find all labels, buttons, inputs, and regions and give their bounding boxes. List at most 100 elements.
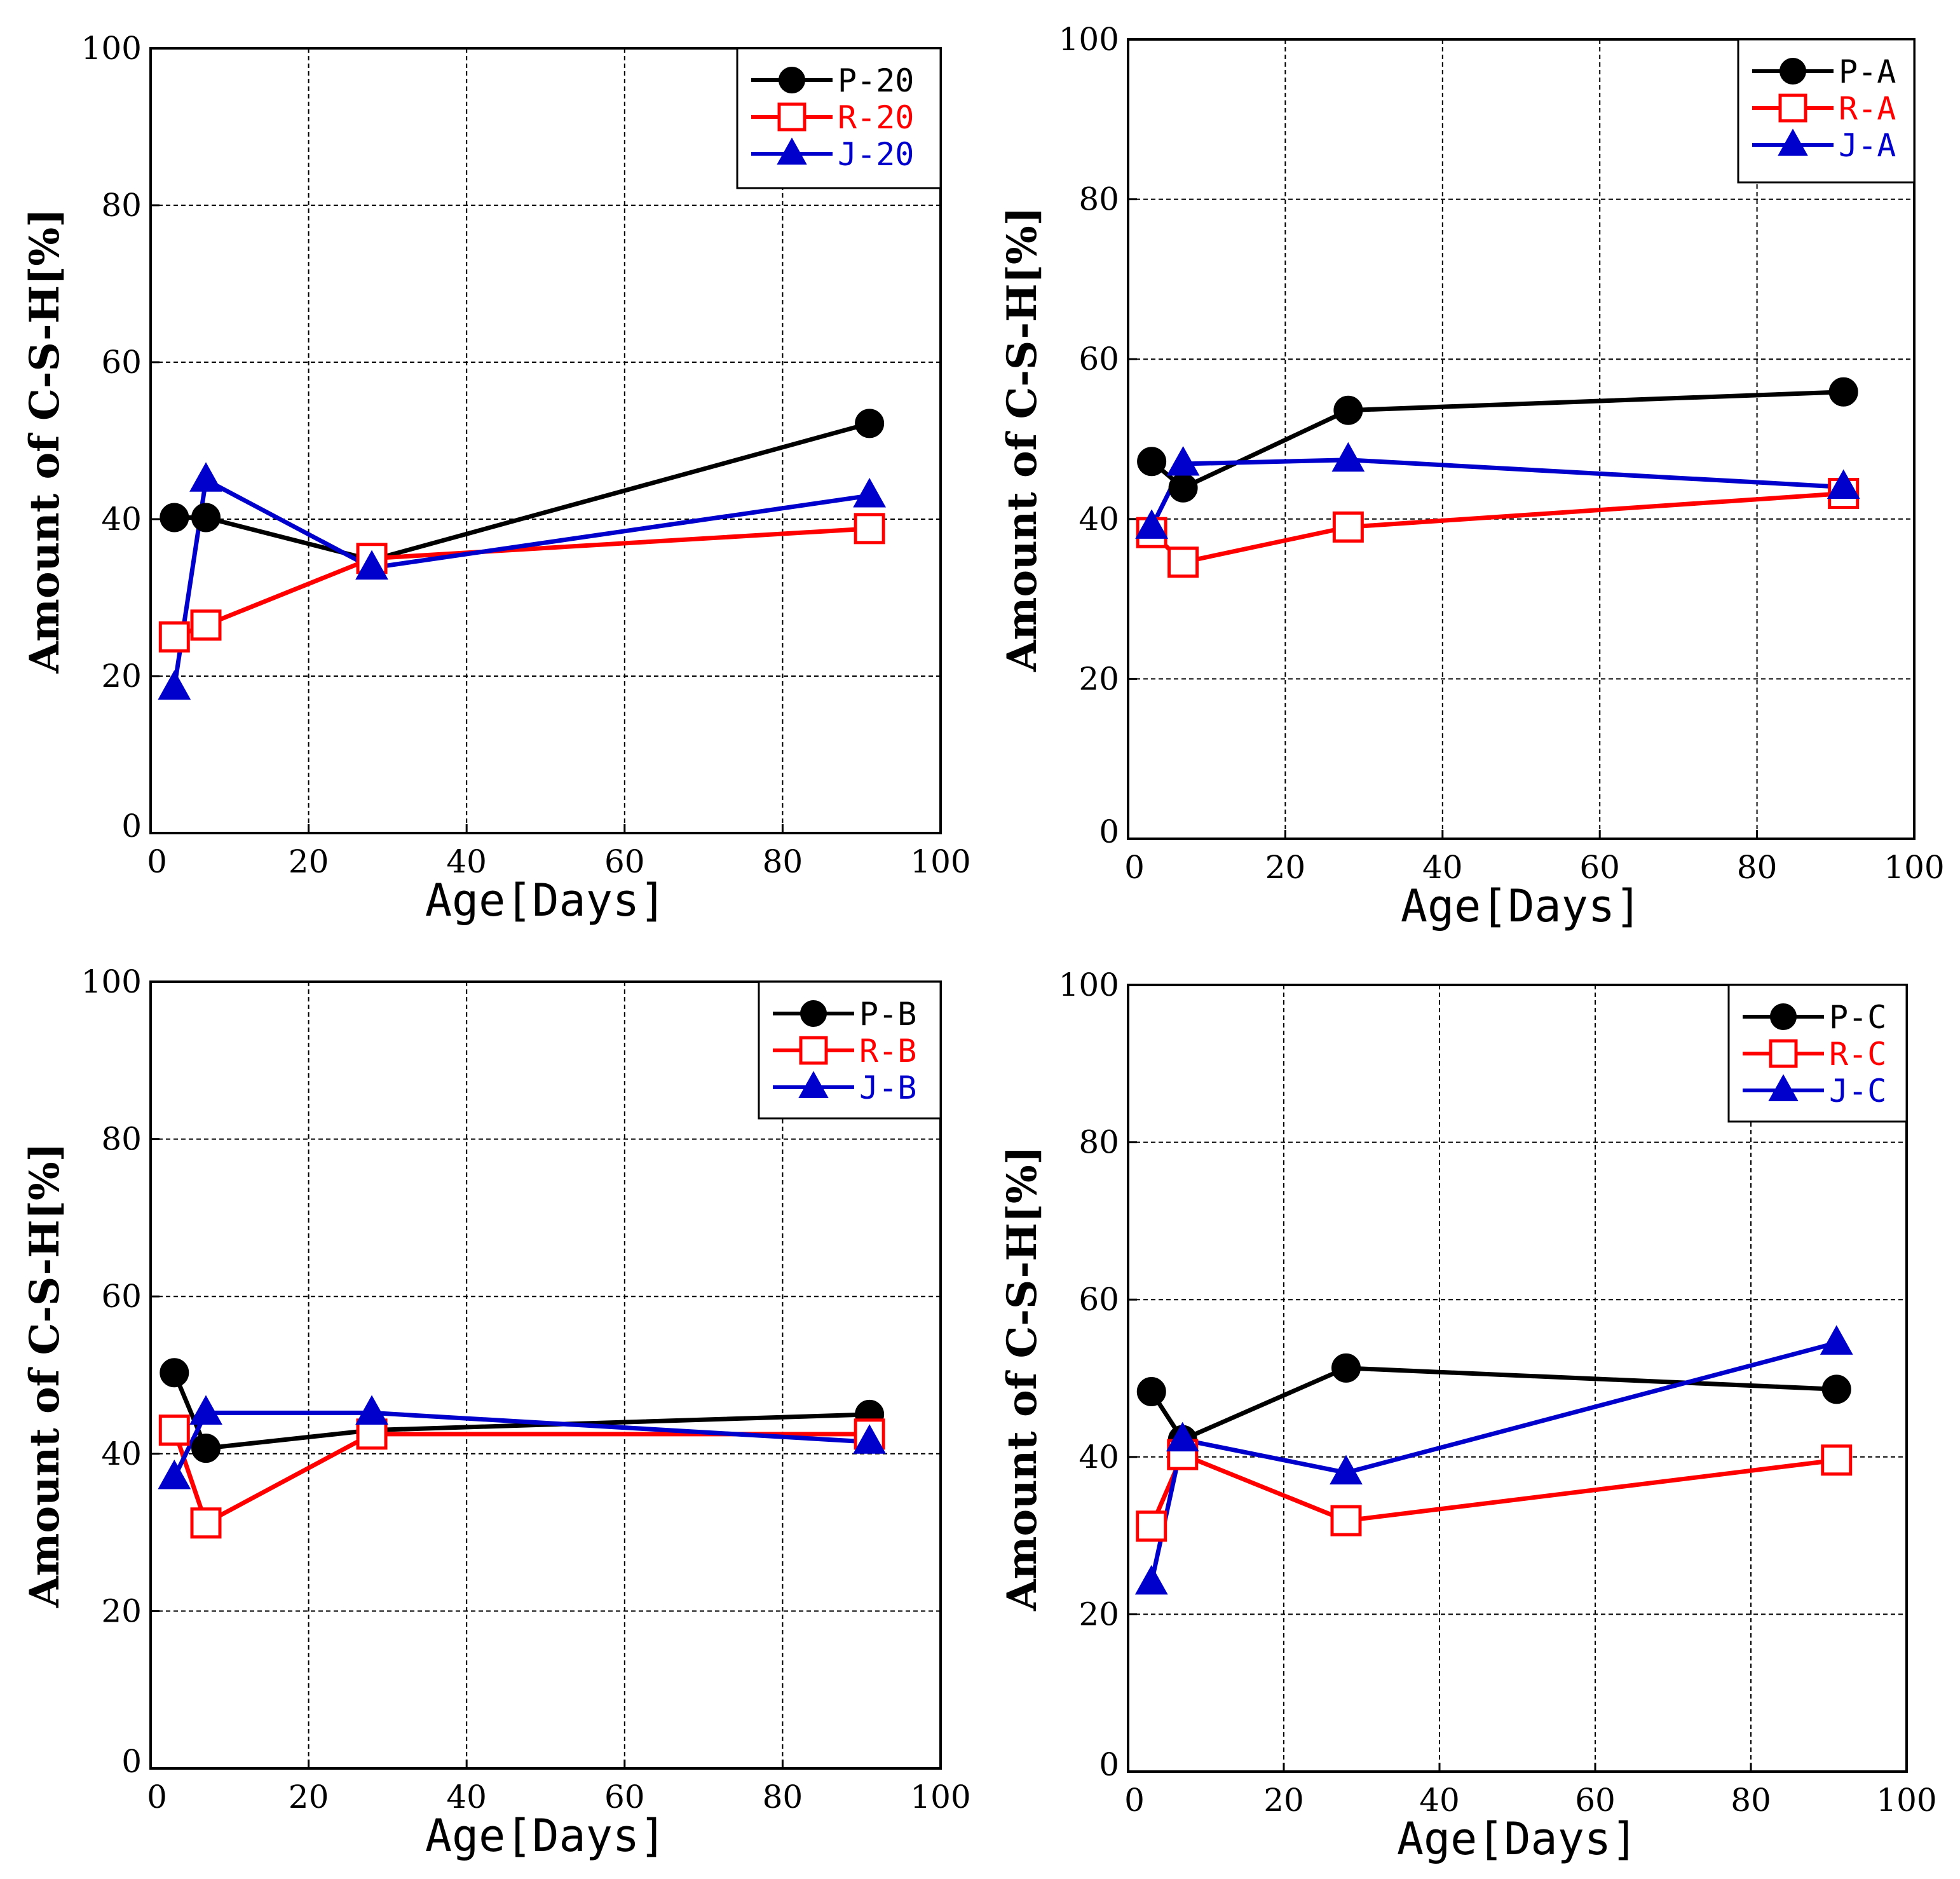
x-axis-label: Age[Days] bbox=[425, 874, 666, 926]
y-tick-label: 40 bbox=[1079, 1439, 1119, 1475]
data-point-j-b bbox=[189, 1395, 222, 1425]
legend-label: R-20 bbox=[838, 99, 914, 136]
x-tick-label: 0 bbox=[1124, 849, 1145, 886]
y-tick-label: 20 bbox=[1079, 660, 1119, 697]
legend-marker-r-a bbox=[1778, 93, 1807, 123]
data-point-p-a bbox=[1333, 395, 1363, 425]
data-point-r-20 bbox=[854, 513, 885, 545]
chart-panel-2: 0 20 40 60 80 100 0 20 40 60 80 100 Age[Days] Amount … bbox=[998, 21, 1945, 932]
data-point-j-a bbox=[1827, 469, 1860, 499]
y-tick-label: 60 bbox=[1079, 1281, 1119, 1318]
legend-marker-p-b bbox=[800, 1000, 827, 1027]
legend-label: J-20 bbox=[838, 136, 914, 173]
data-point-p-a bbox=[1168, 473, 1198, 503]
data-point-r-20 bbox=[158, 621, 190, 653]
data-point-p-b bbox=[160, 1358, 189, 1388]
x-tick-label: 100 bbox=[1876, 1782, 1936, 1819]
data-point-j-b bbox=[853, 1424, 887, 1454]
y-tick-label: 80 bbox=[1079, 181, 1119, 218]
legend-marker-j-20 bbox=[777, 137, 807, 165]
y-axis-label: Amount of C-S-H[%] bbox=[21, 208, 69, 674]
y-tick-label: 80 bbox=[101, 187, 142, 224]
x-tick-label: 20 bbox=[1265, 849, 1306, 886]
legend-marker-p-20 bbox=[779, 67, 805, 93]
x-tick-label: 100 bbox=[910, 1779, 970, 1815]
x-tick-label: 60 bbox=[1575, 1782, 1616, 1819]
legend-label: R-B bbox=[859, 1033, 916, 1069]
legend: P-CR-CJ-C bbox=[1727, 984, 1908, 1123]
y-tick-label: 100 bbox=[81, 30, 142, 67]
data-point-j-a bbox=[1331, 442, 1365, 472]
series-line-p-c bbox=[1149, 1366, 1837, 1442]
data-point-r-a bbox=[1167, 546, 1199, 578]
data-point-j-20 bbox=[853, 477, 887, 508]
x-axis-label: Age[Days] bbox=[1401, 880, 1642, 932]
x-axis-label: Age[Days] bbox=[425, 1810, 666, 1862]
data-point-j-c bbox=[1166, 1421, 1199, 1452]
y-tick-label: 100 bbox=[81, 963, 142, 1000]
data-point-p-c bbox=[1331, 1353, 1361, 1383]
plot-frame bbox=[1127, 984, 1908, 1773]
data-point-p-a bbox=[1137, 447, 1167, 477]
data-point-j-c bbox=[1820, 1325, 1853, 1355]
x-tick-label: 20 bbox=[289, 843, 329, 880]
series-line-p-a bbox=[1150, 390, 1844, 491]
legend-marker-j-a bbox=[1778, 128, 1808, 156]
y-tick-label: 80 bbox=[101, 1121, 142, 1158]
data-point-j-c bbox=[1330, 1455, 1363, 1485]
data-point-r-c bbox=[1821, 1444, 1853, 1476]
legend-label: P-20 bbox=[838, 62, 914, 99]
legend-marker-p-a bbox=[1780, 58, 1806, 85]
legend-marker-r-b bbox=[799, 1036, 828, 1065]
y-tick-label: 0 bbox=[1099, 1746, 1119, 1783]
data-point-j-a bbox=[1166, 446, 1200, 476]
y-axis-label: Amount of C-S-H[%] bbox=[21, 1143, 69, 1608]
data-point-j-c bbox=[1134, 1564, 1168, 1595]
legend: P-20R-20J-20 bbox=[736, 47, 942, 189]
x-axis-label: Age[Days] bbox=[1397, 1813, 1638, 1865]
y-tick-label: 60 bbox=[101, 1278, 142, 1315]
y-tick-label: 40 bbox=[1079, 501, 1119, 538]
legend-marker-r-20 bbox=[777, 102, 806, 132]
plot-frame bbox=[149, 47, 942, 834]
plot-frame bbox=[149, 980, 942, 1770]
data-point-r-c bbox=[1136, 1510, 1167, 1542]
data-point-p-b bbox=[191, 1434, 221, 1463]
x-tick-label: 20 bbox=[289, 1779, 329, 1815]
legend-label: J-A bbox=[1839, 127, 1896, 164]
x-tick-label: 80 bbox=[763, 1779, 803, 1815]
x-tick-label: 40 bbox=[446, 1779, 487, 1815]
x-tick-label: 80 bbox=[1731, 1782, 1771, 1819]
legend-marker-j-c bbox=[1768, 1074, 1799, 1101]
data-point-r-b bbox=[190, 1507, 222, 1539]
legend-label: P-C bbox=[1829, 999, 1886, 1036]
x-tick-label: 100 bbox=[1884, 849, 1944, 886]
legend-label: J-C bbox=[1829, 1073, 1886, 1109]
legend-label: R-A bbox=[1839, 90, 1896, 127]
y-tick-label: 40 bbox=[101, 501, 142, 538]
data-point-p-20 bbox=[160, 503, 189, 532]
y-tick-label: 20 bbox=[101, 658, 142, 695]
legend-marker-j-b bbox=[798, 1071, 829, 1098]
y-tick-label: 80 bbox=[1079, 1124, 1119, 1161]
x-tick-label: 60 bbox=[604, 1779, 645, 1815]
y-tick-label: 60 bbox=[1079, 341, 1119, 377]
x-tick-label: 0 bbox=[147, 843, 167, 880]
legend-label: P-A bbox=[1839, 53, 1896, 90]
data-point-j-20 bbox=[189, 462, 222, 492]
data-point-j-b bbox=[158, 1459, 191, 1489]
data-point-r-a bbox=[1332, 511, 1364, 543]
x-tick-label: 0 bbox=[1124, 1782, 1145, 1819]
data-point-j-20 bbox=[158, 670, 191, 700]
y-tick-label: 20 bbox=[1079, 1596, 1119, 1632]
y-axis-label: Amount of C-S-H[%] bbox=[998, 207, 1046, 672]
data-point-p-c bbox=[1136, 1377, 1166, 1407]
y-axis-label: Amount of C-S-H[%] bbox=[998, 1146, 1046, 1611]
series-line-r-b bbox=[172, 1429, 870, 1526]
x-tick-label: 60 bbox=[1579, 849, 1620, 886]
chart-panel-1: 0 20 40 60 80 100 0 20 40 60 80 100 Age[Days] Amount … bbox=[21, 30, 971, 926]
legend-label: J-B bbox=[859, 1069, 916, 1106]
data-point-p-c bbox=[1821, 1374, 1851, 1404]
plot-frame bbox=[1127, 38, 1916, 840]
